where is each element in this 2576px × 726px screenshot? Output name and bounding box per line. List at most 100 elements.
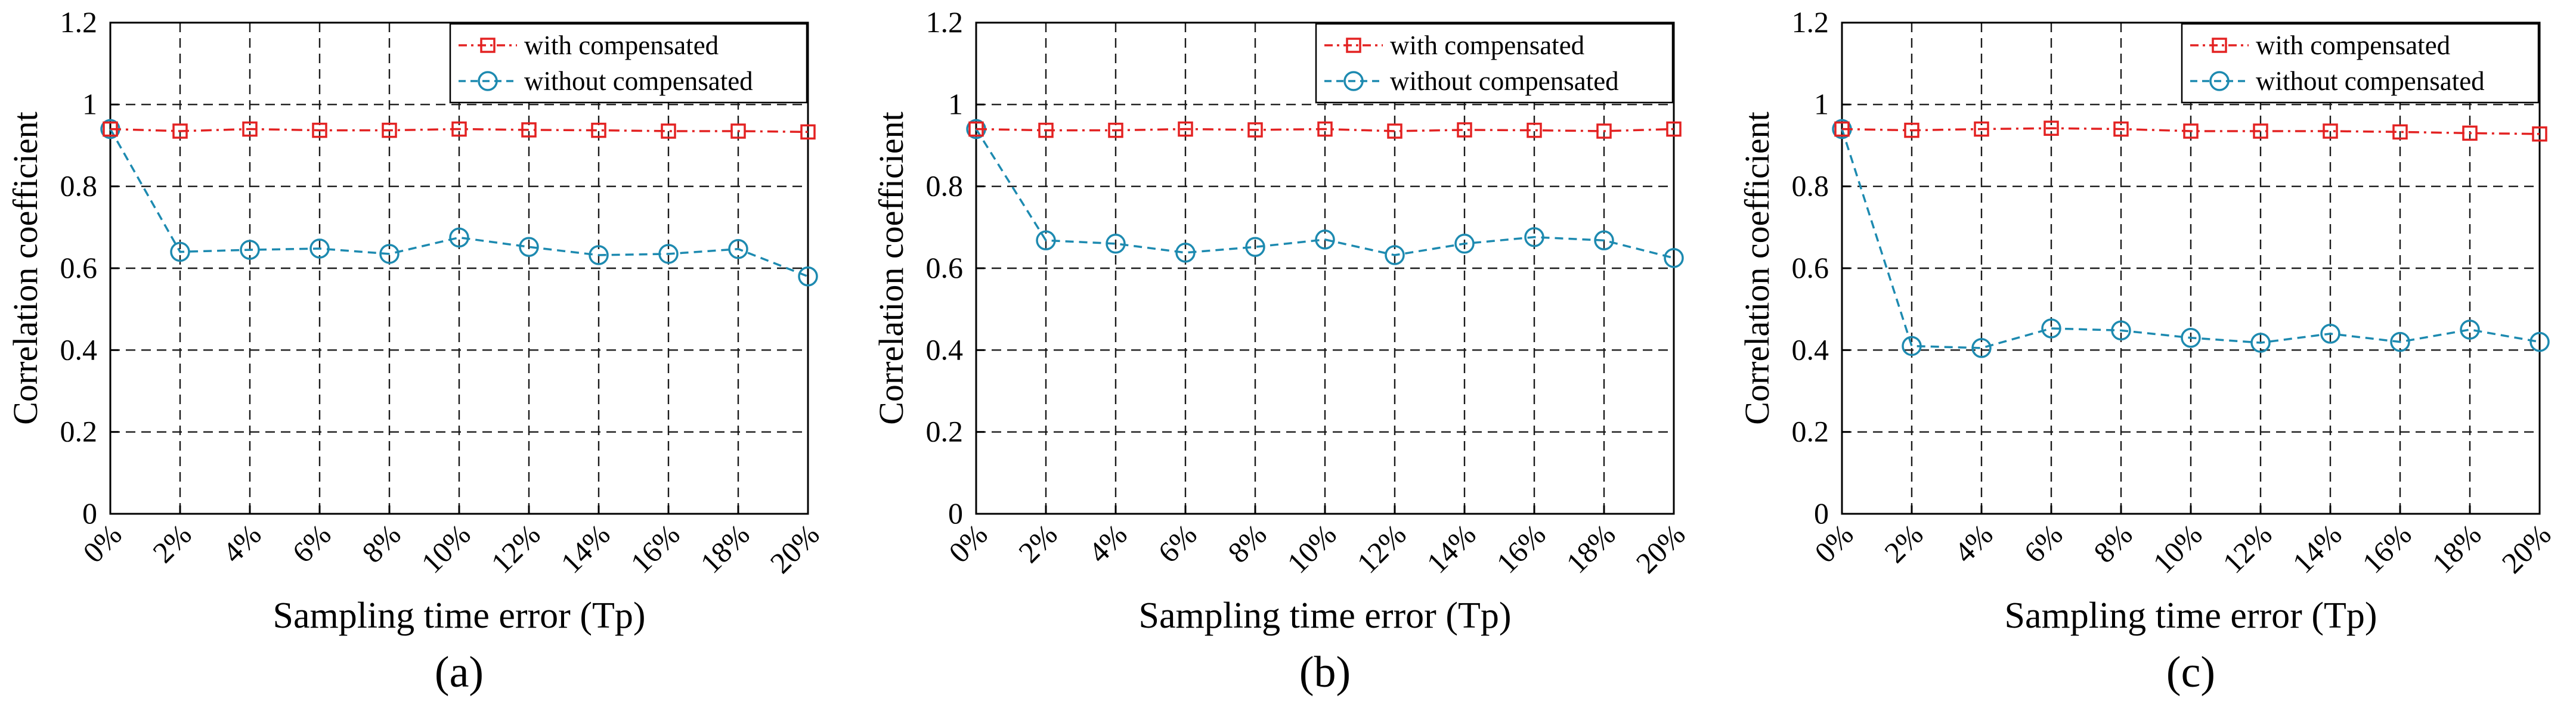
- data-point-circle: [2181, 327, 2201, 348]
- data-point-square: [2044, 120, 2059, 136]
- data-point-circle: [798, 266, 818, 287]
- y-tick-label: 0.2: [60, 415, 98, 448]
- chart-panel-2: 00.20.40.60.811.20% 2% 4% 6% 8% 10% 12% 14% 16% 1…: [872, 5, 1692, 697]
- legend-marker-circle: [1343, 71, 1364, 91]
- data-point-circle: [170, 241, 190, 262]
- x-tick-label: 14%: [2286, 517, 2348, 579]
- data-point-square: [2323, 123, 2338, 139]
- y-tick-label: 0.4: [60, 333, 98, 366]
- y-axis-ticks: 0 0.2 0.4 0.6 0.8 1 1.2: [60, 5, 119, 530]
- series-line: [975, 128, 1674, 259]
- legend-label: with compensated: [1390, 30, 1584, 60]
- series-without-compensated: [1832, 119, 2550, 358]
- y-axis-ticks: 0 0.2 0.4 0.6 0.8 1 1.2: [926, 5, 984, 530]
- legend-label: without compensated: [1390, 66, 1619, 96]
- data-point-circle: [1245, 237, 1265, 257]
- x-tick-label: 8%: [1221, 517, 1273, 569]
- y-tick-label: 0.8: [60, 169, 98, 203]
- legend-marker-circle: [2209, 71, 2230, 91]
- data-point-circle: [2390, 331, 2410, 352]
- data-point-circle: [1385, 245, 1405, 265]
- legend: with compensated without compensated: [2181, 23, 2540, 104]
- data-point-circle: [2250, 333, 2271, 353]
- chart-panel-3: 00.20.40.60.811.20% 2% 4% 6% 8% 10% 12% 14% 16% 1…: [1738, 5, 2558, 697]
- y-axis-label: Correlation coefficient: [872, 111, 911, 425]
- x-axis-ticks: 0% 2% 4% 6% 8% 10% 12% 14% 16% 18% 20%: [1808, 505, 2558, 580]
- data-point-square: [1596, 123, 1612, 139]
- legend-marker-square: [2212, 38, 2227, 53]
- data-point-circle: [1454, 234, 1475, 254]
- x-tick-label: 6%: [286, 517, 338, 569]
- data-point-circle: [2111, 320, 2131, 341]
- legend-marker-square: [1346, 38, 1361, 53]
- data-point-circle: [309, 238, 330, 259]
- data-point-square: [172, 123, 188, 139]
- data-point-square: [1904, 122, 1919, 138]
- x-tick-label: 8%: [2087, 517, 2139, 569]
- data-point-square: [312, 122, 327, 138]
- y-tick-label: 1.2: [926, 5, 964, 39]
- data-point-square: [2113, 121, 2129, 137]
- data-point-circle: [2320, 324, 2340, 344]
- data-point-square: [1457, 122, 1472, 138]
- data-point-circle: [379, 244, 400, 264]
- x-tick-label: 12%: [1350, 517, 1412, 579]
- data-point-square: [382, 122, 397, 138]
- x-axis-label: Sampling time error (Tp): [273, 595, 646, 636]
- data-point-circle: [1106, 234, 1126, 254]
- x-tick-label: 4%: [1948, 517, 1999, 569]
- data-point-square: [2462, 125, 2478, 141]
- x-tick-label: 4%: [1082, 517, 1134, 569]
- x-tick-label: 4%: [216, 517, 268, 569]
- y-tick-label: 0.6: [926, 251, 964, 284]
- x-tick-label: 18%: [693, 517, 756, 579]
- y-tick-label: 0: [1814, 497, 1829, 530]
- data-point-square: [2183, 123, 2199, 139]
- data-point-circle: [240, 240, 260, 260]
- data-point-square: [1108, 122, 1123, 138]
- data-point-square: [2532, 126, 2547, 142]
- data-point-circle: [2041, 318, 2061, 339]
- data-point-square: [1247, 122, 1263, 138]
- data-point-square: [968, 121, 984, 137]
- data-point-circle: [2529, 331, 2550, 352]
- y-tick-label: 0.8: [926, 169, 964, 203]
- y-tick-label: 0.6: [60, 251, 98, 284]
- data-point-circle: [1036, 230, 1056, 251]
- series-with-compensated: [103, 121, 816, 140]
- data-point-circle: [728, 238, 748, 259]
- series-line: [976, 128, 1674, 132]
- x-tick-label: 20%: [763, 517, 825, 579]
- data-point-square: [451, 121, 467, 137]
- data-point-circle: [1315, 229, 1335, 250]
- series-without-compensated: [100, 119, 818, 287]
- x-tick-label: 18%: [2425, 517, 2487, 579]
- x-tick-label: 12%: [2216, 517, 2278, 579]
- x-tick-label: 20%: [2495, 517, 2557, 579]
- y-axis-ticks: 0 0.2 0.4 0.6 0.8 1 1.2: [1792, 5, 1850, 530]
- data-point-circle: [449, 227, 469, 248]
- x-tick-label: 14%: [554, 517, 616, 579]
- gridlines: [110, 23, 808, 514]
- x-tick-label: 10%: [414, 517, 476, 579]
- data-point-square: [800, 124, 816, 140]
- data-point-circle: [2460, 319, 2480, 340]
- series-without-compensated: [966, 119, 1684, 268]
- y-tick-label: 0: [948, 497, 963, 530]
- gridlines: [976, 23, 1674, 514]
- data-point-circle: [1971, 338, 1992, 358]
- x-tick-label: 14%: [1420, 517, 1482, 579]
- x-tick-label: 2%: [146, 517, 198, 569]
- data-point-circle: [519, 237, 539, 257]
- data-point-square: [1178, 121, 1193, 137]
- data-point-square: [2392, 124, 2408, 140]
- y-tick-label: 1: [1814, 87, 1829, 120]
- x-tick-label: 12%: [484, 517, 546, 579]
- legend-box: [2181, 23, 2540, 104]
- legend-label: with compensated: [524, 30, 719, 60]
- x-tick-label: 8%: [355, 517, 407, 569]
- x-tick-label: 16%: [624, 517, 686, 579]
- data-point-circle: [1664, 248, 1684, 268]
